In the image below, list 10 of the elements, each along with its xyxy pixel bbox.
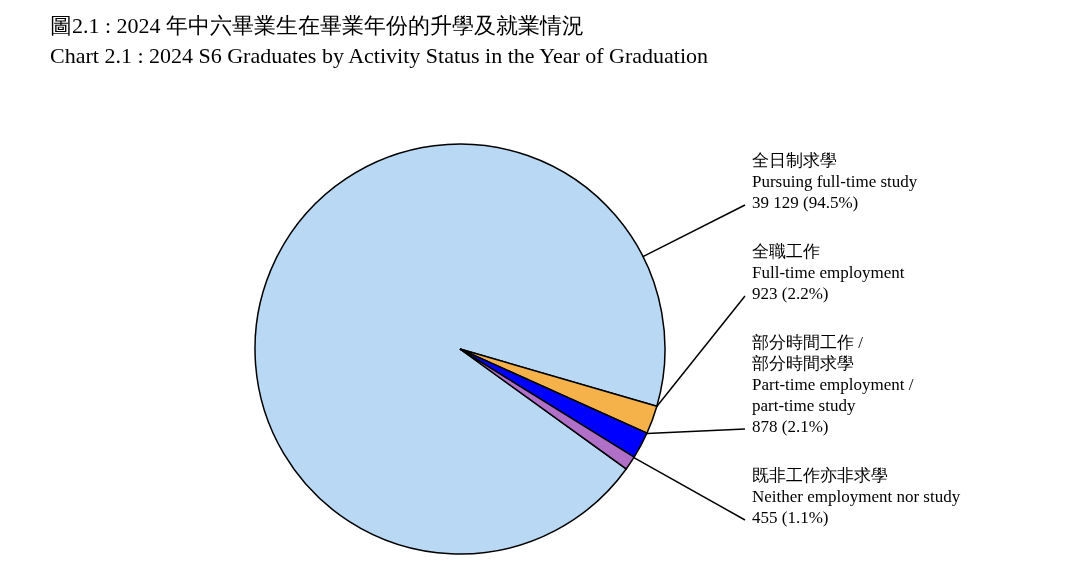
data-label: 878 (2.1%) xyxy=(752,417,829,436)
slice-label: 全職工作 Full-time employment xyxy=(752,242,905,282)
chart-subtitle: Chart 2.1 : 2024 S6 Graduates by Activity Status in the Year of Graduation xyxy=(50,43,709,68)
slice-label: 部分時間工作 / 部分時間求學 Part-time employment / part-time study xyxy=(752,333,914,415)
slice-label: 既非工作亦非求學 Neither employment nor study xyxy=(752,466,961,506)
chart-title: 圖2.1 : 2024 年中六畢業生在畢業年份的升學及就業情況 xyxy=(50,13,585,38)
data-label: 39 129 (94.5%) xyxy=(752,193,859,212)
data-label: 455 (1.1%) xyxy=(752,508,829,527)
slice-label: 全日制求學 Pursuing full-time study xyxy=(752,151,918,191)
data-label: 923 (2.2%) xyxy=(752,284,829,303)
